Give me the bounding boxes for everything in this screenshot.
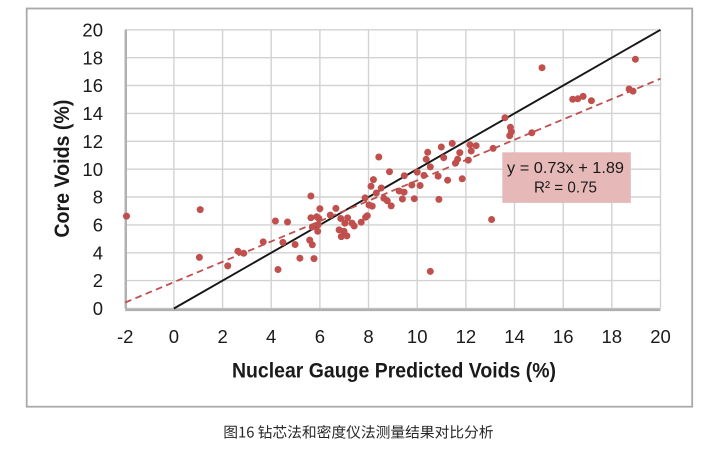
- svg-text:0: 0: [93, 298, 103, 319]
- svg-text:2: 2: [217, 326, 227, 347]
- svg-text:6: 6: [315, 326, 325, 347]
- svg-text:20: 20: [82, 19, 103, 40]
- svg-text:6: 6: [93, 215, 103, 236]
- svg-text:20: 20: [650, 326, 671, 347]
- svg-text:y = 0.73x + 1.89: y = 0.73x + 1.89: [507, 160, 624, 177]
- svg-text:R² = 0.75: R² = 0.75: [534, 180, 597, 197]
- svg-text:18: 18: [82, 47, 103, 68]
- svg-text:Core Voids (%): Core Voids (%): [51, 100, 74, 238]
- svg-text:14: 14: [82, 103, 103, 124]
- svg-text:4: 4: [266, 326, 276, 347]
- svg-text:12: 12: [456, 326, 477, 347]
- svg-text:Nuclear Gauge Predicted Voids: Nuclear Gauge Predicted Voids (%): [232, 360, 556, 383]
- svg-text:-2: -2: [117, 326, 133, 347]
- svg-text:10: 10: [82, 159, 103, 180]
- svg-text:16: 16: [553, 326, 574, 347]
- svg-text:8: 8: [93, 187, 103, 208]
- svg-text:14: 14: [504, 326, 525, 347]
- svg-text:12: 12: [82, 131, 103, 152]
- svg-text:4: 4: [93, 242, 103, 263]
- svg-text:16: 16: [82, 75, 103, 96]
- svg-text:18: 18: [602, 326, 623, 347]
- svg-text:2: 2: [93, 270, 103, 291]
- svg-text:0: 0: [169, 326, 179, 347]
- svg-text:10: 10: [407, 326, 428, 347]
- svg-text:8: 8: [363, 326, 373, 347]
